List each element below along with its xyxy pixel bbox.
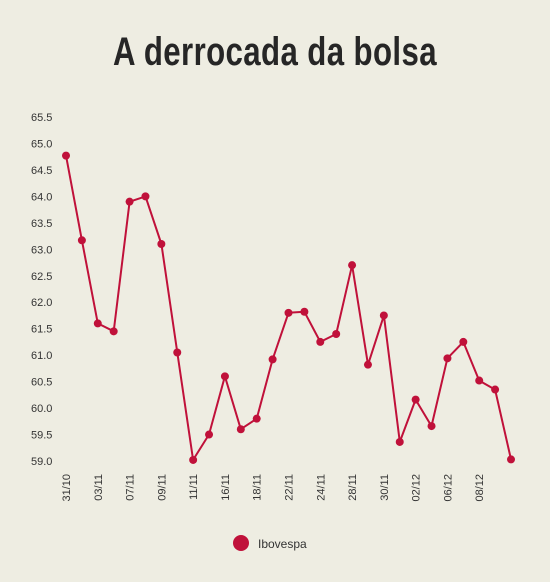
y-tick-label: 63.5 <box>31 218 52 230</box>
data-point <box>459 337 468 346</box>
y-axis-ticks: 65.5 65.0 64.5 64.0 63.5 63.0 62.5 62.0 61.5 61.0… <box>31 112 52 468</box>
y-tick-label: 64.5 <box>31 165 52 177</box>
data-point <box>220 372 229 381</box>
x-tick-label: 03/11 <box>93 474 105 501</box>
data-point <box>141 192 150 201</box>
y-tick-label: 63.0 <box>31 244 52 256</box>
data-point <box>316 337 325 346</box>
x-tick-label: 02/12 <box>411 474 423 502</box>
chart-title: A derrocada da bolsa <box>113 30 437 74</box>
data-point <box>395 437 404 446</box>
data-point <box>173 348 182 357</box>
y-tick-label: 61.0 <box>31 350 52 362</box>
y-tick-label: 59.5 <box>31 430 52 442</box>
legend-marker <box>233 535 249 551</box>
data-point <box>427 422 436 431</box>
y-tick-label: 61.5 <box>31 324 52 336</box>
data-point <box>268 355 277 364</box>
data-point <box>332 329 341 338</box>
legend: Ibovespa <box>233 535 307 551</box>
y-tick-label: 60.5 <box>31 377 52 389</box>
data-point <box>363 360 372 369</box>
x-tick-label: 31/10 <box>61 474 73 502</box>
data-point <box>189 455 198 464</box>
x-tick-label: 06/12 <box>442 474 454 502</box>
x-tick-label: 22/11 <box>284 474 296 501</box>
data-point <box>77 236 86 245</box>
data-point <box>300 307 309 316</box>
data-point <box>475 376 484 385</box>
y-tick-label: 64.0 <box>31 191 52 203</box>
data-point <box>157 240 166 249</box>
y-tick-label: 62.5 <box>31 271 52 283</box>
x-tick-label: 24/11 <box>315 474 327 501</box>
data-point <box>284 308 293 317</box>
data-point <box>379 311 388 320</box>
x-tick-label: 30/11 <box>379 474 391 501</box>
y-tick-label: 65.5 <box>31 112 52 124</box>
x-tick-label: 28/11 <box>347 474 359 501</box>
data-point <box>443 354 452 363</box>
data-point <box>348 261 357 270</box>
data-point <box>491 385 500 394</box>
data-point <box>62 151 70 160</box>
x-tick-label: 07/11 <box>125 474 137 501</box>
x-tick-label: 11/11 <box>188 474 200 500</box>
data-point <box>411 395 420 404</box>
y-tick-label: 65.0 <box>31 138 52 150</box>
y-tick-label: 60.0 <box>31 403 52 415</box>
legend-label: Ibovespa <box>258 537 307 551</box>
y-tick-label: 59.0 <box>31 456 52 468</box>
x-tick-label: 09/11 <box>156 474 168 501</box>
x-tick-label: 16/11 <box>220 474 232 501</box>
data-point <box>93 319 102 328</box>
x-axis-ticks: 31/10 03/11 07/11 09/11 11/11 16/11 18/11 22/11… <box>61 474 486 502</box>
data-point <box>125 197 134 206</box>
x-tick-label: 18/11 <box>252 474 264 501</box>
data-point <box>252 414 261 423</box>
data-point <box>109 327 118 336</box>
data-point <box>205 430 214 439</box>
y-tick-label: 62.0 <box>31 297 52 309</box>
data-point <box>507 455 515 464</box>
data-point <box>236 425 245 434</box>
series-layer <box>62 151 515 464</box>
x-tick-label: 08/12 <box>474 474 486 502</box>
